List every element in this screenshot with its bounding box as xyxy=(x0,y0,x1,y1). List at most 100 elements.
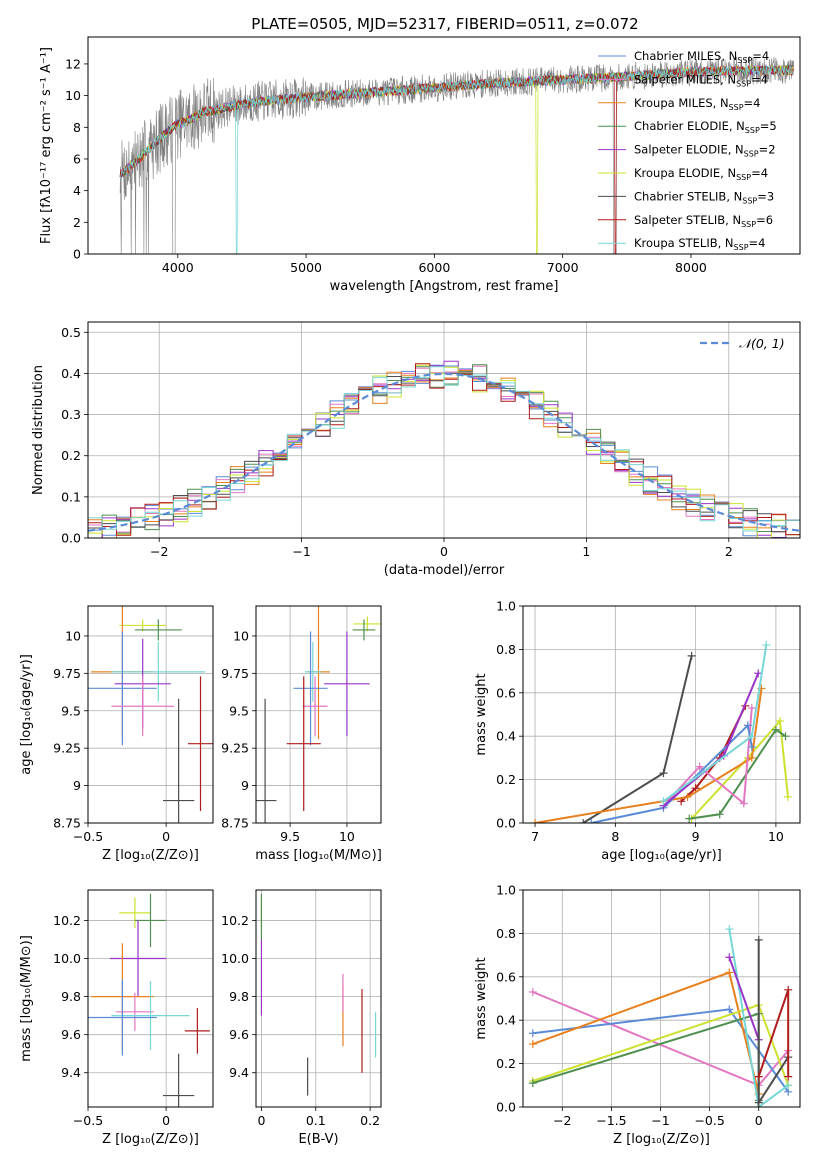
weight-marker xyxy=(762,641,771,650)
figure-title: PLATE=0505, MJD=52317, FIBERID=0511, z=0… xyxy=(251,15,638,33)
weight-line xyxy=(680,705,747,803)
massweight-vs-Z-axes: −2 −1.5 −1 −0.5 0 0.0 0.2 0.4 0.6 0.8 1.0 Z [log₁₀(… xyxy=(474,883,801,1147)
mass-vs-Z-axes: −0.5 0 9.4 9.6 9.8 10.0 10.2 Z [log₁₀(Z/Z⊙)] mas… xyxy=(19,889,214,1147)
y-axis-label: Flux [fλ10⁻¹⁷ erg cm⁻² s⁻¹ A⁻¹] xyxy=(39,47,54,244)
y-tick-label: 9.25 xyxy=(53,741,81,756)
legend-sub: SSP xyxy=(736,173,751,182)
x-axis-label: Z [log₁₀(Z/Z⊙)] xyxy=(613,1132,710,1147)
axes-frame xyxy=(87,889,214,1108)
legend-entry: Salpeter STELIB, NSSP=6 xyxy=(634,213,773,229)
legend-n: =2 xyxy=(759,143,776,157)
x-axis-label: wavelength [Angstrom, rest frame] xyxy=(330,279,559,294)
weight-series xyxy=(659,641,771,806)
legend-label: Kroupa MILES, N xyxy=(634,96,729,110)
x-axis-label: (data-model)/error xyxy=(384,563,505,578)
weight-marker xyxy=(687,651,696,660)
x-tick-label: 10 xyxy=(339,829,355,844)
weight-line xyxy=(728,956,760,1041)
legend-n: =4 xyxy=(752,49,769,63)
legend-n: =3 xyxy=(757,189,774,203)
y-tick-label: 0.6 xyxy=(496,969,516,984)
legend-entry: Chabrier MILES, NSSP=4 xyxy=(634,49,769,65)
x-tick-label: −2 xyxy=(150,544,168,559)
x-tick-label: 0.1 xyxy=(306,1113,326,1128)
weight-marker xyxy=(784,1072,793,1081)
legend-entry: Salpeter MILES, NSSP=4 xyxy=(634,72,768,88)
y-tick-label: 9.4 xyxy=(229,1065,249,1080)
weight-marker xyxy=(781,732,790,741)
x-tick-label: 7 xyxy=(531,829,539,844)
y-tick-label: 0.3 xyxy=(61,407,81,422)
y-tick-label: 10 xyxy=(65,628,81,643)
error-bar-point xyxy=(324,631,370,737)
y-tick-label: 9 xyxy=(241,778,249,793)
y-tick-label: 6 xyxy=(73,151,81,166)
y-tick-label: 0.0 xyxy=(496,816,516,831)
y-axis-label: age [log₁₀(age/yr)] xyxy=(19,654,34,775)
age-vs-mass-plot xyxy=(256,606,381,823)
error-bar-point xyxy=(111,641,206,702)
weight-marker xyxy=(754,1072,763,1081)
spectrum-axes: 4000 5000 6000 7000 8000 0 2 4 6 8 10 12 wavelength … xyxy=(39,36,801,294)
x-tick-label: 9.5 xyxy=(280,829,300,844)
y-tick-label: 10 xyxy=(233,628,249,643)
legend-n: =4 xyxy=(744,96,761,110)
legend-sub: SSP xyxy=(744,150,759,159)
legend-sub: SSP xyxy=(734,243,749,252)
y-tick-label: 8.75 xyxy=(221,816,249,831)
x-tick-label: 0 xyxy=(162,829,170,844)
legend-label: Chabrier STELIB, N xyxy=(634,189,742,203)
legend-label: Salpeter STELIB, N xyxy=(634,213,741,227)
axes-frame xyxy=(87,321,801,539)
y-tick-label: 9.8 xyxy=(229,989,249,1004)
mass-vs-EBV-axes: 0 0.1 0.2 9.4 9.6 9.8 10.0 10.2 E(B-V) xyxy=(221,889,382,1147)
error-bar-point xyxy=(184,1008,210,1054)
weight-marker xyxy=(771,725,780,734)
residuals-axes: −2 −1 0 1 2 0.0 0.1 0.2 0.3 0.4 0.5 (data-model)/er… xyxy=(31,321,801,578)
axes-frame xyxy=(87,605,214,824)
y-tick-label: 0 xyxy=(73,247,81,262)
legend-label: Kroupa ELODIE, N xyxy=(634,166,736,180)
error-bar-point xyxy=(304,641,321,702)
x-tick-label: 9 xyxy=(692,829,700,844)
y-tick-label: 9.4 xyxy=(61,1065,81,1080)
error-bar-point xyxy=(109,920,167,997)
weight-marker xyxy=(775,717,784,726)
legend-sub: SSP xyxy=(741,220,756,229)
legend-label: Kroupa STELIB, N xyxy=(634,236,734,250)
weight-marker xyxy=(659,769,668,778)
y-tick-label: 0.2 xyxy=(61,448,81,463)
legend-sub: SSP xyxy=(742,196,757,205)
weight-series xyxy=(528,1005,793,1096)
error-bar-point xyxy=(302,676,328,737)
weight-marker xyxy=(747,743,756,752)
weight-marker xyxy=(747,703,756,712)
weight-marker xyxy=(754,1098,763,1107)
y-tick-label: 0.8 xyxy=(496,926,516,941)
error-bar-point xyxy=(111,676,174,737)
error-bar-point xyxy=(352,619,376,641)
legend-entry: 𝒩(0, 1) xyxy=(739,336,785,351)
y-tick-label: 1.0 xyxy=(496,883,516,898)
massweight-vs-Z-plot xyxy=(528,925,793,1107)
y-tick-label: 10.2 xyxy=(53,913,81,928)
y-tick-label: 0.4 xyxy=(496,729,516,744)
error-bar-point xyxy=(353,616,381,632)
error-bar-point xyxy=(163,1053,195,1107)
weight-marker xyxy=(659,797,668,806)
x-tick-label: −0.5 xyxy=(73,1113,103,1128)
weight-marker xyxy=(683,792,692,801)
y-tick-label: 9 xyxy=(73,778,81,793)
x-tick-label: 7000 xyxy=(547,260,579,275)
x-axis-label: Z [log₁₀(Z/Z⊙)] xyxy=(102,848,199,863)
legend-entry: Chabrier STELIB, NSSP=3 xyxy=(634,189,774,205)
y-tick-label: 9.6 xyxy=(61,1027,81,1042)
legend-label: Salpeter MILES, N xyxy=(634,72,736,86)
weight-marker xyxy=(587,819,596,823)
legend-n: =4 xyxy=(751,72,768,86)
y-tick-label: 8 xyxy=(73,120,81,135)
weight-marker xyxy=(725,968,734,977)
weight-series xyxy=(754,985,793,1081)
massweight-vs-age-axes: 7 8 9 10 0.0 0.2 0.4 0.6 0.8 1.0 age [log₁₀(age/yr… xyxy=(474,599,801,863)
x-tick-label: 5000 xyxy=(290,260,322,275)
